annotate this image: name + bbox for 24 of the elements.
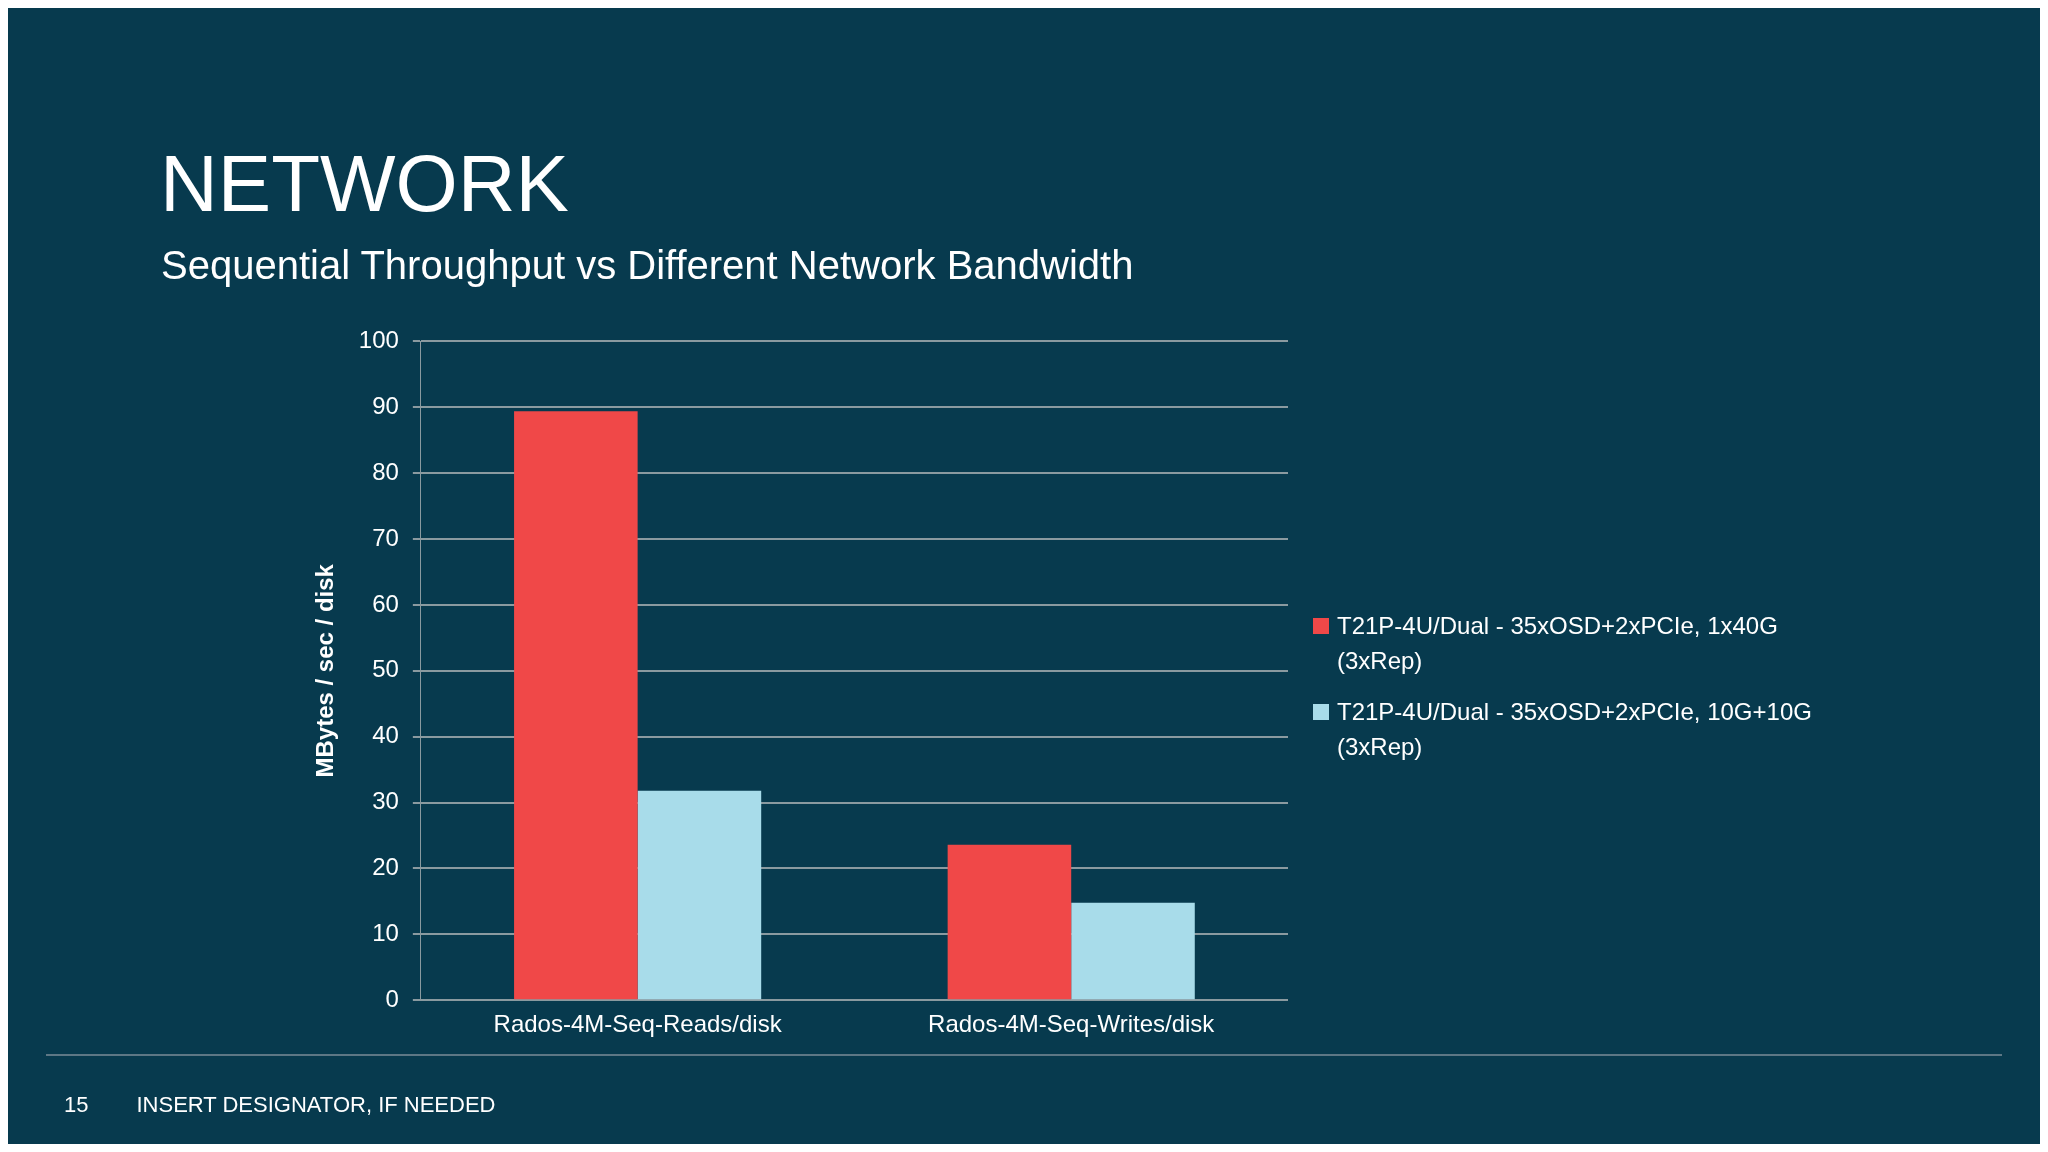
y-tick-label: 10: [372, 918, 399, 946]
y-tick-label: 70: [372, 523, 399, 551]
chart-subtitle: Sequential Throughput vs Different Network Bandwidth: [161, 243, 1134, 288]
y-tick-label: 20: [372, 853, 399, 881]
y-tick-label: 80: [372, 457, 399, 485]
bar: [514, 411, 638, 1000]
y-axis-title: MBytes / sec / disk: [311, 563, 339, 778]
bar: [637, 790, 762, 1000]
y-tick-label: 60: [372, 589, 399, 617]
legend-label: T21P-4U/Dual - 35xOSD+2xPCIe, 1x40G (3xRep): [1337, 611, 1779, 676]
y-tick-label: 100: [358, 326, 399, 354]
text: INSERT DESIGNATOR, IF NEEDED: [136, 1092, 496, 1118]
text: 15: [64, 1092, 89, 1118]
y-tick-label: 40: [372, 721, 399, 749]
y-tick-label: 0: [385, 984, 399, 1012]
bar: [947, 844, 1072, 1000]
y-tick-label: 90: [372, 391, 399, 419]
bar: [1071, 902, 1195, 1000]
x-tick-label: Rados-4M-Seq-Writes/disk: [928, 1010, 1216, 1038]
y-tick-label: 30: [372, 787, 399, 815]
y-tick-label: 50: [372, 655, 399, 683]
legend-label: T21P-4U/Dual - 35xOSD+2xPCIe, 10G+10G (3xRep): [1337, 697, 1813, 762]
chart-title: NETWORK: [160, 138, 569, 230]
x-tick-label: Rados-4M-Seq-Reads/disk: [493, 1010, 783, 1038]
